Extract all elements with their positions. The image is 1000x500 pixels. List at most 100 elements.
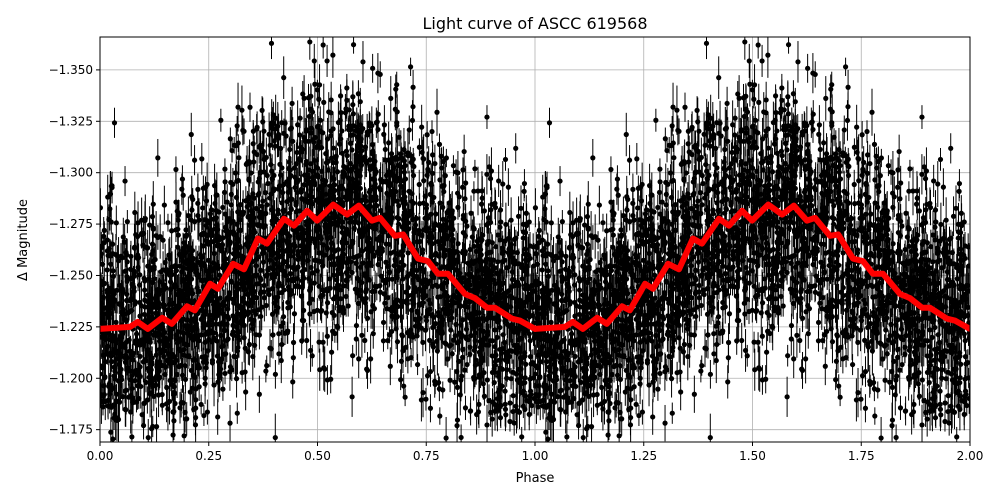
data-point: [222, 362, 228, 385]
point-marker: [264, 363, 270, 369]
point-marker: [954, 434, 960, 440]
point-marker: [940, 184, 946, 190]
point-marker: [919, 422, 925, 428]
point-marker: [380, 319, 387, 326]
data-point: [221, 180, 228, 205]
data-point: [656, 180, 663, 205]
data-point: [657, 362, 663, 385]
data-point: [330, 37, 336, 78]
data-point: [462, 395, 469, 420]
point-marker: [260, 198, 266, 204]
point-marker: [615, 330, 621, 336]
point-marker: [942, 400, 948, 406]
point-marker: [331, 312, 337, 318]
data-point: [515, 196, 522, 237]
point-marker: [924, 416, 930, 422]
data-point: [954, 426, 960, 442]
point-marker: [882, 377, 888, 383]
point-marker: [755, 42, 761, 48]
data-point: [755, 37, 761, 59]
point-marker: [785, 353, 791, 359]
point-marker: [871, 141, 878, 147]
data-point: [201, 405, 207, 426]
point-marker: [935, 181, 941, 187]
data-point: [505, 168, 511, 206]
point-marker: [815, 319, 822, 326]
point-marker: [797, 337, 803, 344]
data-point: [243, 373, 249, 411]
point-marker: [678, 389, 684, 395]
point-marker: [320, 42, 326, 48]
point-marker: [695, 198, 701, 204]
point-marker: [608, 199, 614, 205]
data-point: [519, 426, 525, 442]
point-marker: [388, 95, 394, 101]
data-point: [940, 168, 946, 206]
data-point: [678, 373, 684, 411]
point-marker: [173, 199, 179, 205]
point-marker: [338, 136, 344, 142]
point-marker: [766, 312, 772, 318]
data-point: [350, 344, 356, 367]
data-point: [362, 328, 368, 353]
point-marker: [823, 95, 829, 101]
point-marker: [840, 250, 846, 256]
data-point: [785, 344, 791, 367]
data-point: [100, 254, 106, 275]
point-marker: [173, 166, 179, 173]
point-marker: [507, 400, 513, 406]
point-marker: [515, 213, 522, 219]
point-marker: [500, 181, 506, 187]
point-marker: [436, 141, 443, 147]
point-marker: [505, 184, 511, 190]
point-marker: [496, 178, 502, 184]
point-marker: [132, 209, 138, 216]
data-point: [608, 156, 614, 183]
point-marker: [682, 104, 688, 110]
point-marker: [948, 145, 954, 151]
point-marker: [829, 82, 835, 88]
point-marker: [508, 217, 514, 223]
point-marker: [650, 414, 656, 420]
data-point: [447, 368, 453, 393]
point-marker: [878, 435, 884, 441]
point-marker: [462, 405, 469, 411]
point-marker: [405, 250, 411, 256]
data-point: [290, 365, 296, 399]
chart-title: Light curve of ASCC 619568: [422, 14, 647, 33]
point-marker: [545, 273, 552, 280]
point-marker: [519, 434, 525, 440]
point-marker: [931, 178, 937, 184]
point-marker: [394, 82, 400, 88]
point-marker: [175, 287, 182, 293]
point-marker: [608, 166, 614, 173]
point-marker: [699, 363, 705, 369]
point-marker: [350, 111, 356, 117]
data-point: [671, 140, 677, 176]
point-marker: [236, 155, 242, 161]
data-point: [388, 76, 394, 121]
point-marker: [330, 52, 336, 58]
point-marker: [362, 337, 368, 344]
point-marker: [513, 145, 519, 151]
point-marker: [447, 377, 453, 383]
point-marker: [610, 287, 617, 293]
data-point: [247, 92, 253, 122]
point-marker: [926, 379, 932, 386]
data-point: [897, 395, 904, 420]
point-marker: [785, 111, 791, 117]
data-point: [513, 133, 519, 164]
data-point: [948, 133, 954, 164]
point-marker: [357, 99, 363, 105]
point-marker: [725, 379, 731, 385]
point-marker: [243, 389, 249, 395]
data-point: [797, 328, 803, 353]
data-point: [882, 368, 888, 393]
data-point: [636, 405, 642, 426]
point-marker: [943, 217, 949, 223]
point-marker: [765, 52, 771, 58]
point-marker: [897, 405, 904, 411]
point-marker: [513, 235, 519, 241]
point-marker: [773, 136, 779, 142]
